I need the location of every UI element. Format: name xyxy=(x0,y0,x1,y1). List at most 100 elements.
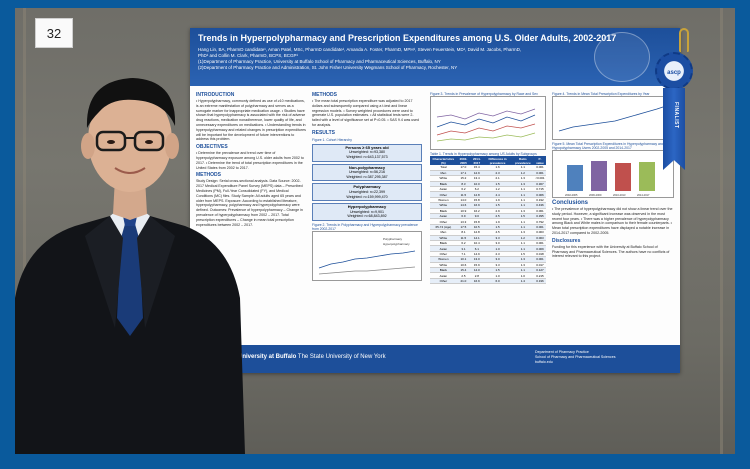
table-cell: 13.4 xyxy=(470,175,484,182)
poster-number-badge: 32 xyxy=(35,18,73,48)
table-cell: White xyxy=(430,202,457,209)
table-header-cell: Characteristics (%) xyxy=(430,156,457,165)
table1: Characteristics (%) 2002-2005 2014-2017 Dif… xyxy=(430,156,546,285)
table-cell: Other xyxy=(430,218,457,225)
methods-text-mid: • The mean total prescription expenditur… xyxy=(312,99,420,127)
cohort-box-unweighted: Unweighted: n=93,380 xyxy=(348,150,386,155)
table-cell: 14.0 xyxy=(470,267,484,274)
dept-line-3: buffalo.edu xyxy=(535,359,553,364)
table-cell: 1.3 xyxy=(511,262,534,268)
poster-title: Trends in Hyperpolypharmacy and Prescrip… xyxy=(198,33,617,43)
table-row: White 14.6 16.9 1.5 1.1 0.436 xyxy=(430,202,546,209)
table-cell: 6.2 xyxy=(456,186,471,193)
cohort-hierarchy: Persons ≥ 65 years old Unweighted: n=93,3… xyxy=(312,143,422,221)
table-row: White 10.6 15.9 3.3 1.3 0.017 xyxy=(430,262,546,268)
figure5-title: Figure 5. Mean Total Prescription Expend… xyxy=(552,142,664,150)
university-seal-icon xyxy=(594,32,650,82)
table-cell: 21.0 xyxy=(456,278,471,285)
table-cell: 0.436 xyxy=(533,202,546,209)
fig5-bar-3 xyxy=(615,163,631,191)
table-cell: 4.4 xyxy=(483,191,512,198)
table-row: Black 8.3 10.0 1.5 1.3 0.307 xyxy=(430,181,546,188)
table-cell: 6.0 xyxy=(483,278,512,285)
cohort-box-weighted: Weighted: n=68,843,892 xyxy=(347,214,387,219)
table-cell: 6.1 xyxy=(470,245,484,252)
table-cell: 1.1 xyxy=(511,267,534,274)
table1-title: Table 1. Trends in Hyperpolypharmacy amo… xyxy=(430,152,537,156)
hair xyxy=(86,78,176,128)
table1-body: Total 17.0 15.4 1.6 1.1 0.001 Men 17.1 12.9 2.3 1.… xyxy=(430,165,546,285)
table-cell: 0.009 xyxy=(533,245,546,252)
table-cell: 3.1 xyxy=(456,245,471,252)
glasses-left-lens xyxy=(95,130,127,152)
table-cell: 2.5 xyxy=(456,272,471,279)
table-cell: 1.1 xyxy=(511,218,534,225)
table-cell: 9.0 xyxy=(470,213,484,220)
table-cell: 0.196 xyxy=(533,278,546,285)
table-cell: Women xyxy=(430,197,457,204)
award-ribbon-medal: ascp xyxy=(655,52,693,90)
table-cell: 0.018 xyxy=(533,251,546,258)
table-cell: 10.0 xyxy=(470,181,484,188)
frame-top-bar xyxy=(0,0,750,8)
table-row: 65-74 (Age) 17.5 10.5 1.5 1.1 0.001 xyxy=(430,224,546,231)
figure3-chart xyxy=(430,96,546,150)
table-cell: 17.1 xyxy=(456,170,471,177)
table-row: Asian 2.5 2.8 1.0 1.0 0.215 xyxy=(430,272,546,279)
figure2-legend-2: Hyperpolypharmacy xyxy=(383,242,410,246)
table-cell: 0.001 xyxy=(533,240,546,247)
table-row: White 11.5 14.1 3.3 1.2 0.003 xyxy=(430,235,546,242)
table-row: Other 13.3 15.8 1.9 1.1 0.792 xyxy=(430,218,546,225)
table-cell: Other xyxy=(430,191,457,198)
table-header-cell: Ratio prevalence xyxy=(511,156,534,165)
table-cell: 1.1 xyxy=(511,197,534,204)
fig5-label-1: 2002-2005 xyxy=(565,193,578,197)
table-cell: Black xyxy=(430,267,457,274)
figure3-title: Figure 3. Trends in Prevalence of Hyperp… xyxy=(430,92,538,96)
poster-column-left: INTRODUCTION • Hyperpolypharmacy, common… xyxy=(196,90,306,227)
methods-text-left: Study Design: Serial cross-sectional ana… xyxy=(196,179,303,227)
table-cell: 3.3 xyxy=(483,262,512,268)
table-cell: 10.9 xyxy=(456,208,471,215)
table-cell: 10.4 xyxy=(470,240,484,247)
cohort-box: Non-polypharmacy Unweighted: n=56,216 Weig… xyxy=(312,163,422,182)
table-cell: 1.0 xyxy=(483,272,512,279)
table-cell: 16.9 xyxy=(470,278,484,285)
table-cell: 1.2 xyxy=(483,186,512,193)
cohort-box-unweighted: Unweighted: n=56,216 xyxy=(348,170,386,175)
table-cell: 15.9 xyxy=(470,262,484,268)
table-row: Other 21.0 16.9 6.0 1.4 0.196 xyxy=(430,278,546,285)
table-cell: 14.6 xyxy=(456,202,471,209)
table-cell: 12.8 xyxy=(470,229,484,236)
table-cell: 1.5 xyxy=(511,251,534,258)
table-cell: 0.792 xyxy=(533,218,546,225)
disclosures-text: Funding for this experience with the Uni… xyxy=(552,244,670,259)
lapel-left xyxy=(85,216,123,328)
table-cell: 1.3 xyxy=(511,256,534,263)
table1-header-row: Characteristics (%) 2002-2005 2014-2017 Dif… xyxy=(430,156,546,165)
introduction-text: • Hyperpolypharmacy, commonly defined as… xyxy=(196,99,306,142)
table-cell: 1.1 xyxy=(511,245,534,252)
figure1-title: Figure 1. Cohort Hierarchy xyxy=(312,137,352,142)
table-cell: 2.5 xyxy=(483,213,512,220)
cohort-box-weighted: Weighted: n=387,295,387 xyxy=(346,174,388,179)
table-cell: Men xyxy=(430,170,457,177)
fig5-bar-4 xyxy=(639,162,655,191)
table-cell: 1.0 xyxy=(511,272,534,279)
table-cell: 1.1 xyxy=(511,240,534,247)
department-info: Department of Pharmacy Practice School o… xyxy=(535,350,616,364)
university-brand: University at Buffalo The State Universi… xyxy=(238,354,386,360)
table-cell: 6.2 xyxy=(470,186,484,193)
table-cell: 1.1 xyxy=(511,191,534,198)
poster-footer: University at Buffalo The State Universi… xyxy=(190,345,680,373)
cohort-box-title: Persons ≥ 65 years old xyxy=(345,144,389,150)
table-row: Women 10.1 13.0 3.0 1.3 0.001 xyxy=(430,256,546,263)
figure2-chart: Polypharmacy Hyperpolypharmacy xyxy=(312,230,422,281)
author-list: Hang Lin, BA, PharmD candidate¹, Aman Pa… xyxy=(198,47,522,58)
table-row: Women 14.0 15.8 1.9 1.1 0.192 xyxy=(430,197,546,204)
table-cell: 65-74 (Age) xyxy=(430,224,457,231)
cohort-box-title: Hyperpolypharmacy xyxy=(347,204,387,210)
lapel-right xyxy=(137,216,175,328)
fig5-bar-2 xyxy=(591,161,607,191)
table-cell: Women xyxy=(430,256,457,263)
